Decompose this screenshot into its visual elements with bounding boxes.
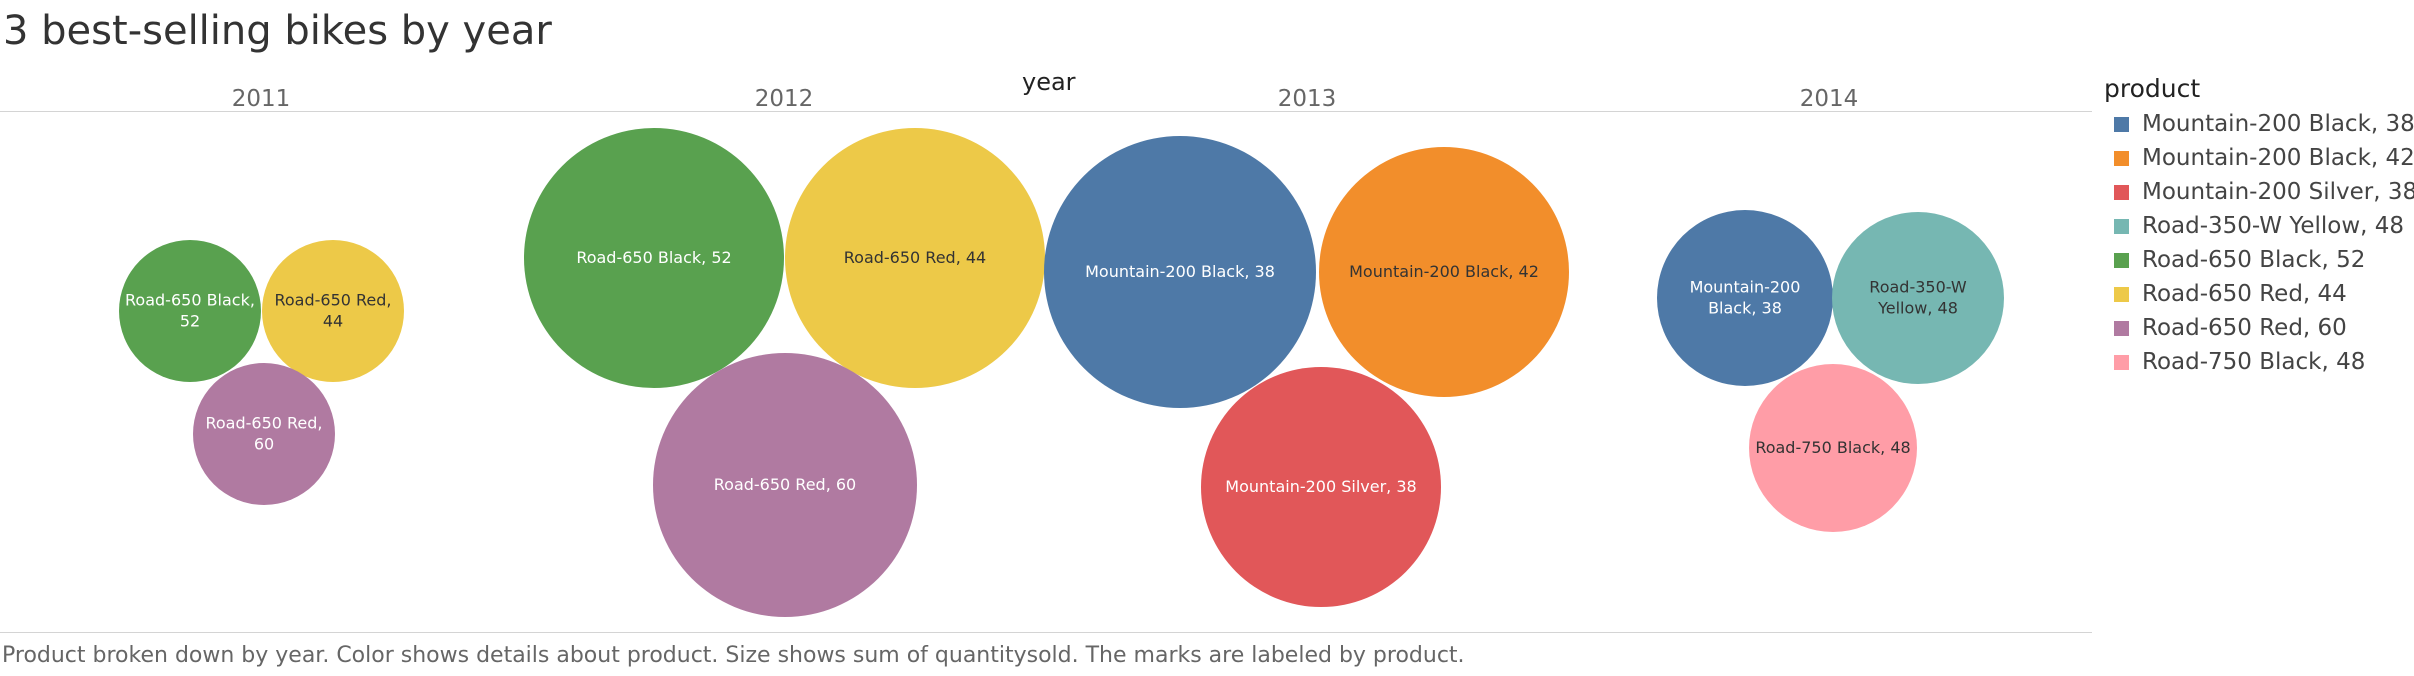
bubble-label-line: Road-650 Black, 52 [576, 248, 731, 267]
legend-item[interactable]: Road-750 Black, 48 [2104, 345, 2414, 379]
year-label-2012: 2012 [754, 86, 814, 112]
header-divider [0, 111, 2092, 112]
column-header-year: year [1022, 68, 1076, 96]
bubble-label: Mountain-200 Silver, 38 [1225, 477, 1416, 496]
legend-item[interactable]: Road-350-W Yellow, 48 [2104, 209, 2414, 243]
bubble-label: Road-650 Black, 52 [576, 248, 731, 267]
bubble-2012-1[interactable] [785, 128, 1045, 388]
legend-label: Road-650 Red, 44 [2142, 281, 2347, 307]
legend-swatch [2114, 320, 2129, 336]
bubble-label-line: Road-650 Red, 60 [714, 475, 856, 494]
chart-title: 3 best-selling bikes by year [3, 8, 552, 54]
bubble-2014-2[interactable] [1749, 364, 1917, 532]
legend-swatch [2114, 116, 2129, 132]
legend-item[interactable]: Mountain-200 Black, 38 [2104, 107, 2414, 141]
bubble-2014-0[interactable] [1657, 210, 1833, 386]
year-label-2011: 2011 [231, 86, 291, 112]
bubble-2013-2[interactable] [1201, 367, 1441, 607]
legend-items: Mountain-200 Black, 38 Mountain-200 Black… [2104, 107, 2414, 379]
bubble-label: Road-750 Black, 48 [1755, 438, 1910, 457]
bubble-label: Road-650 Red, 44 [274, 291, 391, 331]
bubble-label-line: Mountain-200 Black, 38 [1085, 262, 1275, 281]
bubble-2011-1[interactable] [262, 240, 404, 382]
legend-swatch [2114, 354, 2129, 370]
legend-label: Road-650 Red, 60 [2142, 315, 2347, 341]
bubble-label-line: 60 [254, 435, 274, 454]
bubble-label: Road-650 Red, 60 [714, 475, 856, 494]
legend-item[interactable]: Road-650 Red, 60 [2104, 311, 2414, 345]
legend-item[interactable]: Road-650 Red, 44 [2104, 277, 2414, 311]
bubble-2011-0[interactable] [119, 240, 261, 382]
legend-label: Mountain-200 Silver, 38 [2142, 179, 2414, 205]
bubble-label-line: Mountain-200 Black, 42 [1349, 262, 1539, 281]
bubble-2012-2[interactable] [653, 353, 917, 617]
bubble-label: Mountain-200 Black, 38 [1690, 278, 1801, 318]
bubble-label: Road-350-W Yellow, 48 [1869, 278, 1967, 318]
legend-swatch [2114, 184, 2129, 200]
bubble-label-line: Road-750 Black, 48 [1755, 438, 1910, 457]
bubble-2013-0[interactable] [1044, 136, 1316, 408]
bubble-2013-1[interactable] [1319, 147, 1569, 397]
year-label-2013: 2013 [1277, 86, 1337, 112]
bubble-label: Road-650 Black, 52 [125, 291, 255, 331]
bubble-label: Road-650 Red, 60 [205, 414, 322, 454]
bubble-label: Mountain-200 Black, 42 [1349, 262, 1539, 281]
legend-item[interactable]: Mountain-200 Silver, 38 [2104, 175, 2414, 209]
legend-title: product [2104, 74, 2201, 103]
bubble-2014-1[interactable] [1832, 212, 2004, 384]
legend-label: Mountain-200 Black, 42 [2142, 145, 2414, 171]
legend-label: Mountain-200 Black, 38 [2142, 111, 2414, 137]
legend-label: Road-350-W Yellow, 48 [2142, 213, 2405, 239]
bubble-label-line: Mountain-200 Silver, 38 [1225, 477, 1416, 496]
legend-swatch [2114, 150, 2129, 166]
legend-swatch [2114, 252, 2129, 268]
bubble-label-line: Road-650 Red, 44 [844, 248, 986, 267]
legend-item[interactable]: Road-650 Black, 52 [2104, 243, 2414, 277]
bubble-label-line: Yellow, 48 [1877, 299, 1958, 318]
bubble-label-line: 52 [180, 312, 200, 331]
bubble-label: Road-650 Red, 44 [844, 248, 986, 267]
bubble-label-line: Road-350-W [1869, 278, 1967, 297]
bubble-2011-2[interactable] [193, 363, 335, 505]
bubble-2012-0[interactable] [524, 128, 784, 388]
legend-label: Road-650 Black, 52 [2142, 247, 2366, 273]
bubble-label-line: Road-650 Red, [274, 291, 391, 310]
legend-swatch [2114, 286, 2129, 302]
footer-divider [0, 632, 2092, 633]
chart-caption: Product broken down by year. Color shows… [2, 643, 1465, 668]
legend: product Mountain-200 Black, 38 Mountain-2… [2104, 74, 2414, 379]
bubble-label: Mountain-200 Black, 38 [1085, 262, 1275, 281]
bubble-label-line: Road-650 Red, [205, 414, 322, 433]
bubble-label-line: Mountain-200 [1690, 278, 1801, 297]
year-label-2014: 2014 [1799, 86, 1859, 112]
legend-label: Road-750 Black, 48 [2142, 349, 2366, 375]
legend-swatch [2114, 218, 2129, 234]
legend-item[interactable]: Mountain-200 Black, 42 [2104, 141, 2414, 175]
bubble-label-line: Black, 38 [1708, 299, 1782, 318]
bubble-label-line: Road-650 Black, [125, 291, 255, 310]
bubble-label-line: 44 [323, 312, 343, 331]
